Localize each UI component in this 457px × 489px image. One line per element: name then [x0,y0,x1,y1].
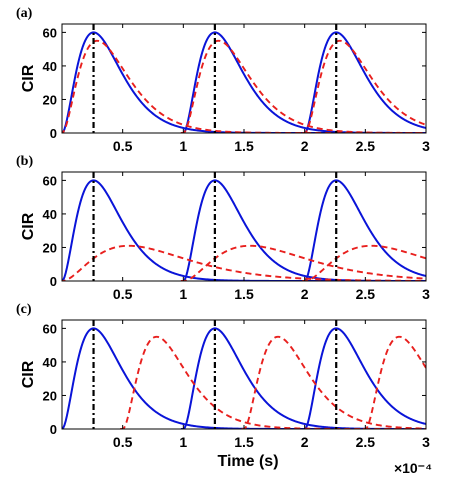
dashed-red-curve-2 [302,244,426,281]
plot-area [62,24,426,133]
x-tick-label: 2 [301,138,309,154]
x-tick-label: 2.5 [356,138,376,154]
panel-b: 0.5 1 1.5 2 2.5 3 0 20 40 60 CIR (b) [16,154,430,302]
x-tick-label: 1 [179,434,187,450]
plot-area [62,320,426,429]
dashed-red-curve-1 [180,244,426,281]
panel-label: (a) [16,6,33,21]
panel-label: (b) [16,154,33,169]
solid-blue-curve-2 [302,179,426,281]
x-axis-label: Time (s) [217,453,278,470]
x-tick-label: 1.5 [234,286,254,302]
x-tick-label: 3 [422,434,430,450]
solid-blue-curve-2 [302,31,426,133]
y-axis-label: CIR [20,212,37,240]
x-axis-multiplier: ×10⁻⁴ [394,460,432,476]
dashed-red-curve-1 [241,335,426,429]
x-tick-label: 1 [179,286,187,302]
solid-blue-curve-2 [302,327,426,429]
plot-area [62,172,426,281]
x-tick-label: 2.5 [356,434,376,450]
x-tick-label: 2 [301,434,309,450]
dashed-red-curve-0 [62,244,426,281]
y-tick-label: 40 [43,207,57,222]
x-tick-label: 3 [422,286,430,302]
y-tick-label: 40 [43,59,57,74]
x-tick-label: 1.5 [234,138,254,154]
panel-c: 0.5 1 1.5 2 2.5 3 0 20 40 60 CIR (c) Time (s) ×10⁻⁴ [16,302,432,476]
x-tick-label: 1.5 [234,434,254,450]
x-tick-label: 1 [179,138,187,154]
y-tick-label: 20 [43,388,57,403]
y-axis-label: CIR [20,64,37,92]
x-tick-label: 0.5 [113,286,133,302]
y-tick-label: 40 [43,355,57,370]
dashed-red-curve-2 [302,39,426,133]
x-tick-label: 3 [422,138,430,154]
y-tick-label: 20 [43,240,57,255]
y-tick-label: 0 [50,126,57,141]
y-tick-label: 60 [43,25,57,40]
panel-label: (c) [16,302,32,317]
y-tick-label: 0 [50,422,57,437]
x-tick-label: 0.5 [113,138,133,154]
x-tick-label: 0.5 [113,434,133,450]
panel-a: 0.5 1 1.5 2 2.5 3 0 20 40 60 CIR (a) [16,6,430,154]
y-axis-label: CIR [20,360,37,388]
y-tick-label: 0 [50,274,57,289]
x-tick-label: 2.5 [356,286,376,302]
x-tick-label: 2 [301,286,309,302]
y-tick-label: 60 [43,321,57,336]
y-tick-label: 60 [43,173,57,188]
y-tick-label: 20 [43,92,57,107]
